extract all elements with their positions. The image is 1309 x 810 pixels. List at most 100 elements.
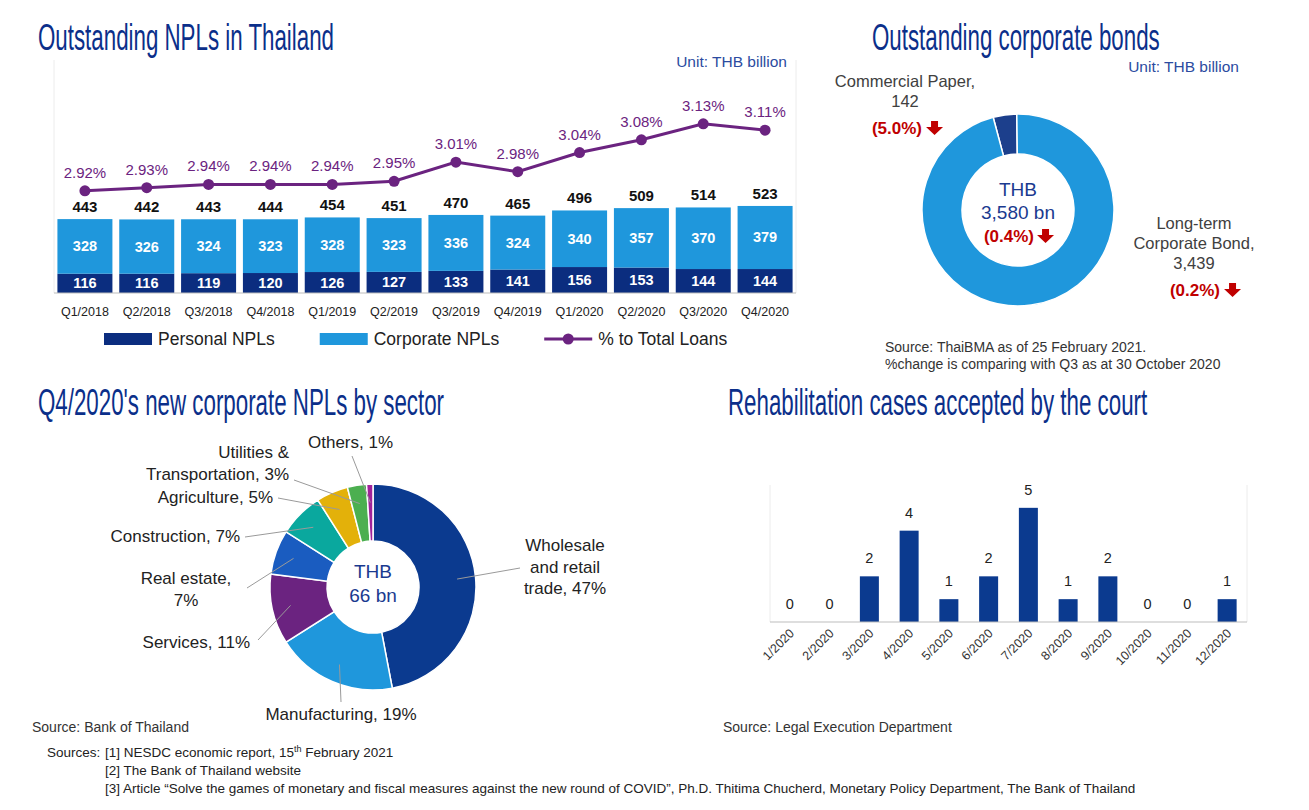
total-label: 470 xyxy=(443,194,468,211)
leader-line xyxy=(258,605,291,640)
bar-label: 116 xyxy=(73,275,96,291)
bar-label: 2 xyxy=(1104,550,1112,566)
slice-label: 1% xyxy=(368,433,393,452)
line-marker xyxy=(141,182,152,193)
x-axis-line xyxy=(54,293,796,294)
line-label: 2.95% xyxy=(373,154,416,171)
slice-label-line: Long-term xyxy=(1156,214,1231,232)
bar xyxy=(57,274,112,293)
x-tick-label: 1/2020 xyxy=(760,626,797,663)
legend-swatch xyxy=(320,333,368,345)
title-group: Rehabilitation cases accepted by the cou… xyxy=(728,383,1148,423)
total-label: 444 xyxy=(258,198,284,215)
bar xyxy=(305,217,360,272)
slice-label: 7% xyxy=(215,527,240,546)
slice-label: 3% xyxy=(264,465,289,484)
line-label: 3.08% xyxy=(620,113,663,130)
slice-label-line: 7% xyxy=(174,591,199,610)
x-tick-label: 8/2020 xyxy=(1038,626,1075,663)
footnote-sup: th xyxy=(294,744,302,754)
bar xyxy=(900,531,919,622)
line-label: 3.13% xyxy=(682,97,725,114)
footnotes: Sources:[1] NESDC economic report, 15th … xyxy=(47,744,1135,796)
bar-label: 1 xyxy=(1064,573,1072,589)
bar-label: 120 xyxy=(258,275,282,291)
chart-title: Outstanding NPLs in Thailand xyxy=(38,18,334,58)
total-label: 443 xyxy=(72,198,97,215)
bar-label: 324 xyxy=(506,235,530,251)
line-label: 3.11% xyxy=(744,103,785,120)
slice-label: 3,439 xyxy=(1173,254,1214,272)
slice-label-line: 3,439 xyxy=(1173,254,1214,272)
bar xyxy=(979,576,998,622)
x-tick-label: 2/2020 xyxy=(800,626,837,663)
x-tick-label: Q4/2019 xyxy=(494,305,542,319)
footnote-part: February 2021 xyxy=(302,745,394,760)
total-label: 442 xyxy=(134,198,159,215)
line xyxy=(85,124,765,191)
x-tick-label: 5/2020 xyxy=(919,626,956,663)
legend: Personal NPLsCorporate NPLs% to Total Lo… xyxy=(104,329,728,349)
bar xyxy=(1019,508,1038,622)
donut xyxy=(922,114,1114,306)
bar xyxy=(1098,576,1117,622)
bar xyxy=(614,268,669,293)
slice-label: Construction, xyxy=(111,527,211,546)
source-note: Source: Legal Execution Department xyxy=(723,719,952,735)
title-group: Outstanding NPLs in Thailand xyxy=(38,18,334,58)
slice-label: Manufacturing, xyxy=(265,705,377,724)
slice-label: Services, xyxy=(143,633,213,652)
line-marker xyxy=(512,166,523,177)
total-label: 451 xyxy=(382,197,407,214)
x-tick-label: Q3/2020 xyxy=(679,305,727,319)
leader-line xyxy=(457,568,520,579)
x-tick-label: Q3/2018 xyxy=(185,305,233,319)
center-label: THB xyxy=(999,179,1037,200)
x-tick-label: Q2/2020 xyxy=(617,305,665,319)
line-marker xyxy=(760,125,771,136)
bar-label: 5 xyxy=(1024,482,1032,498)
slice-label-line: Wholesale xyxy=(525,536,604,555)
slice-label: Others, xyxy=(308,433,364,452)
bar xyxy=(367,218,422,272)
line-marker xyxy=(636,134,647,145)
infographic: Outstanding NPLs in Thailand Unit: THB bi… xyxy=(0,0,1309,810)
bar xyxy=(119,274,174,293)
bar xyxy=(490,216,545,270)
slice-labels: Commercial Paper,142Long-termCorporate B… xyxy=(835,72,1255,300)
footnote-part: [1] NESDC economic report, 15 xyxy=(105,745,294,760)
bar xyxy=(428,271,483,293)
down-arrow xyxy=(1224,283,1241,297)
x-tick-label: 3/2020 xyxy=(840,626,877,663)
total-label: 514 xyxy=(691,186,717,203)
leader-line xyxy=(352,456,370,503)
slice-label-line: Construction, 7% xyxy=(111,527,240,546)
line-label: 2.94% xyxy=(249,157,292,174)
bar xyxy=(428,215,483,271)
slice-label-line: Manufacturing, 19% xyxy=(265,705,416,724)
slice-label: Transportation, xyxy=(146,465,260,484)
bar-label: 357 xyxy=(629,230,653,246)
bar-label: 2 xyxy=(865,550,873,566)
leader-line xyxy=(278,498,339,509)
range-frame xyxy=(54,60,55,293)
slice xyxy=(922,114,1114,306)
bar-label: 1 xyxy=(1223,573,1231,589)
change-label: (5.0%) xyxy=(872,119,922,138)
slice-label-line: Transportation, 3% xyxy=(146,465,289,484)
total-label: 454 xyxy=(320,196,346,213)
bar xyxy=(552,267,607,293)
x-tick-label: 12/2020 xyxy=(1192,626,1234,668)
legend-swatch xyxy=(104,333,152,345)
footnote: [2] The Bank of Thailand website xyxy=(105,763,301,778)
line-marker xyxy=(203,179,214,190)
x-tick-label: Q1/2020 xyxy=(556,305,604,319)
subtitle: Unit: THB billion xyxy=(1128,58,1239,75)
bar-label: 127 xyxy=(382,274,406,290)
source-note: %change is comparing with Q3 as at 30 Oc… xyxy=(885,356,1221,372)
slice-label: Commercial Paper, xyxy=(835,72,975,90)
slice-label: Real estate, xyxy=(141,569,232,588)
data-labels: 002412512001 xyxy=(786,482,1231,612)
change-label: (0.2%) xyxy=(1170,281,1220,300)
bar-label: 324 xyxy=(196,238,220,254)
